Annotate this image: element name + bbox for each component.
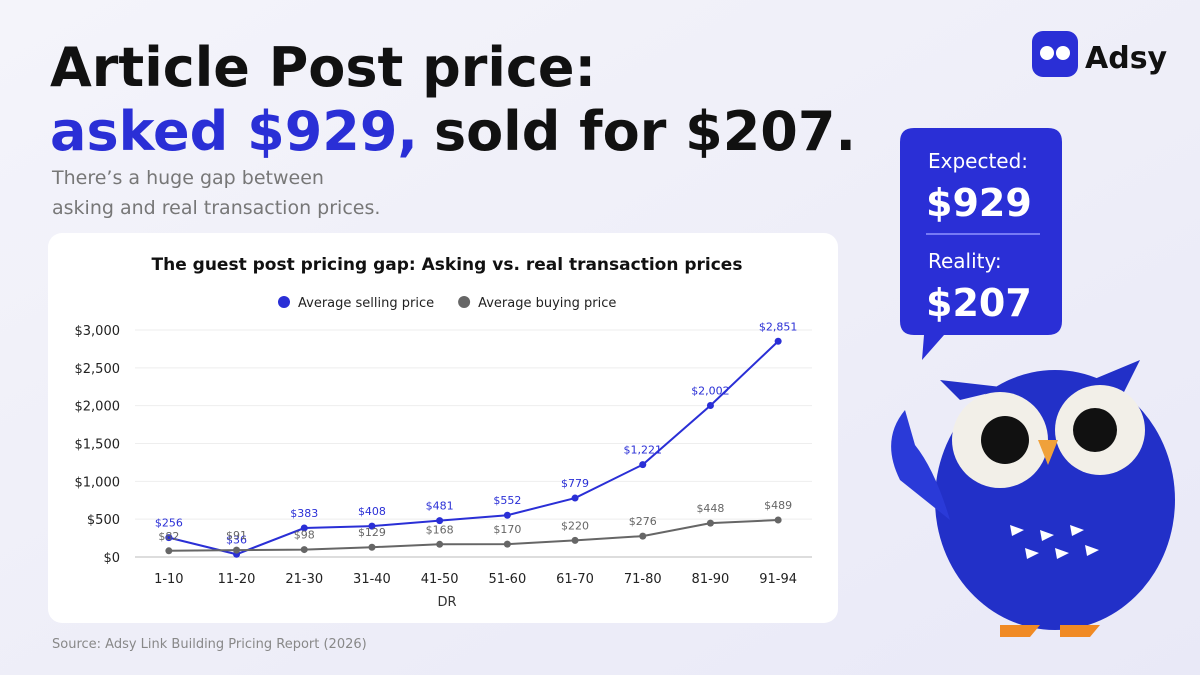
owl-feet: [1000, 625, 1100, 637]
bubble-value: $207: [926, 281, 1032, 325]
chart-card: [48, 233, 838, 623]
y-tick-label: $0: [103, 551, 120, 566]
data-point: [706, 519, 714, 527]
data-point: [774, 337, 782, 345]
x-tick-label: 41-50: [421, 572, 459, 587]
data-label: $448: [696, 502, 724, 515]
data-point: [503, 540, 511, 548]
owl-beak: [1038, 440, 1058, 465]
subtitle: asking and real transaction prices.: [52, 197, 380, 219]
data-label: $2,002: [691, 385, 730, 398]
owl-pupil: [981, 416, 1029, 464]
data-point: [300, 546, 308, 554]
data-label: $276: [629, 515, 657, 528]
chart-title: The guest post pricing gap: Asking vs. r…: [152, 255, 743, 275]
speech-bubble: [900, 128, 1062, 360]
data-point: [571, 536, 579, 544]
legend-marker: [278, 296, 290, 308]
legend-marker: [458, 296, 471, 308]
y-tick-label: $3,000: [75, 324, 121, 339]
owl-pupil: [1073, 408, 1117, 452]
data-point: [774, 516, 782, 524]
data-point: [368, 543, 376, 551]
data-label: $489: [764, 499, 792, 512]
source: Source: Adsy Link Building Pricing Repor…: [52, 637, 367, 652]
data-point: [436, 517, 444, 525]
legend-label: Average buying price: [478, 296, 616, 311]
x-tick-label: 71-80: [624, 572, 662, 587]
logo-text: Adsy: [1085, 41, 1168, 76]
title-line: asked $929, sold for $207.: [50, 100, 856, 163]
data-point: [300, 524, 308, 532]
data-label: $36: [226, 533, 247, 546]
logo-eye: [1040, 46, 1054, 60]
y-tick-label: $1,000: [75, 475, 121, 490]
legend-label: Average selling price: [298, 296, 434, 311]
x-tick-label: 21-30: [285, 572, 323, 587]
data-point: [706, 402, 714, 410]
bubble-label: Reality:: [928, 249, 1002, 273]
data-point: [165, 547, 173, 555]
plot: $0 $500 $1,000 $1,500 $2,000 $2,500 $3,000 1-10…: [75, 296, 812, 587]
y-tick-label: $1,500: [75, 438, 121, 453]
x-tick-label: 91-94: [759, 572, 797, 587]
owl-feathers: [1010, 525, 1099, 559]
data-label: $779: [561, 477, 589, 490]
data-label: $552: [493, 494, 521, 507]
series-line: [168, 519, 779, 552]
x-axis-title: DR: [437, 595, 456, 610]
data-label: $2,851: [759, 320, 798, 333]
logo-eye: [1056, 46, 1070, 60]
x-tick-label: 1-10: [154, 572, 184, 587]
y-tick-label: $2,000: [75, 400, 121, 415]
data-label: $168: [426, 523, 454, 536]
data-point: [436, 540, 444, 548]
data-point: [233, 546, 241, 554]
y-tick-label: $500: [87, 513, 120, 528]
data-label: $481: [426, 500, 454, 513]
title-asked: asked $929,: [50, 100, 418, 163]
data-label: $82: [158, 530, 179, 543]
subtitle: There’s a huge gap between: [51, 167, 324, 189]
owl: [891, 360, 1175, 637]
data-point: [639, 532, 647, 540]
data-label: $170: [493, 523, 521, 536]
x-tick-label: 11-20: [218, 572, 256, 587]
x-tick-label: 51-60: [488, 572, 526, 587]
data-point: [571, 494, 579, 502]
series-line: [168, 340, 779, 556]
title-sold: sold for $207.: [434, 100, 856, 163]
owl-ears: [940, 360, 1140, 400]
data-label: $129: [358, 526, 386, 539]
title-line: Article Post price:: [50, 36, 596, 99]
data-point: [639, 461, 647, 469]
data-label: $91: [226, 529, 247, 542]
data-point: [503, 511, 511, 519]
data-label: $256: [155, 517, 183, 530]
data-label: $383: [290, 507, 318, 520]
data-point: [165, 534, 173, 542]
x-tick-label: 61-70: [556, 572, 594, 587]
owl-wing: [891, 410, 950, 520]
data-label: $1,221: [624, 444, 663, 457]
x-tick-label: 81-90: [692, 572, 730, 587]
data-label: $98: [294, 529, 315, 542]
y-tick-label: $2,500: [75, 362, 121, 377]
logo-icon: [1032, 31, 1078, 77]
x-tick-label: 31-40: [353, 572, 391, 587]
bubble-value: $929: [926, 181, 1032, 225]
data-label: $220: [561, 519, 589, 532]
data-point: [368, 522, 376, 530]
bubble-label: Expected:: [928, 149, 1028, 173]
data-label: $408: [358, 505, 386, 518]
